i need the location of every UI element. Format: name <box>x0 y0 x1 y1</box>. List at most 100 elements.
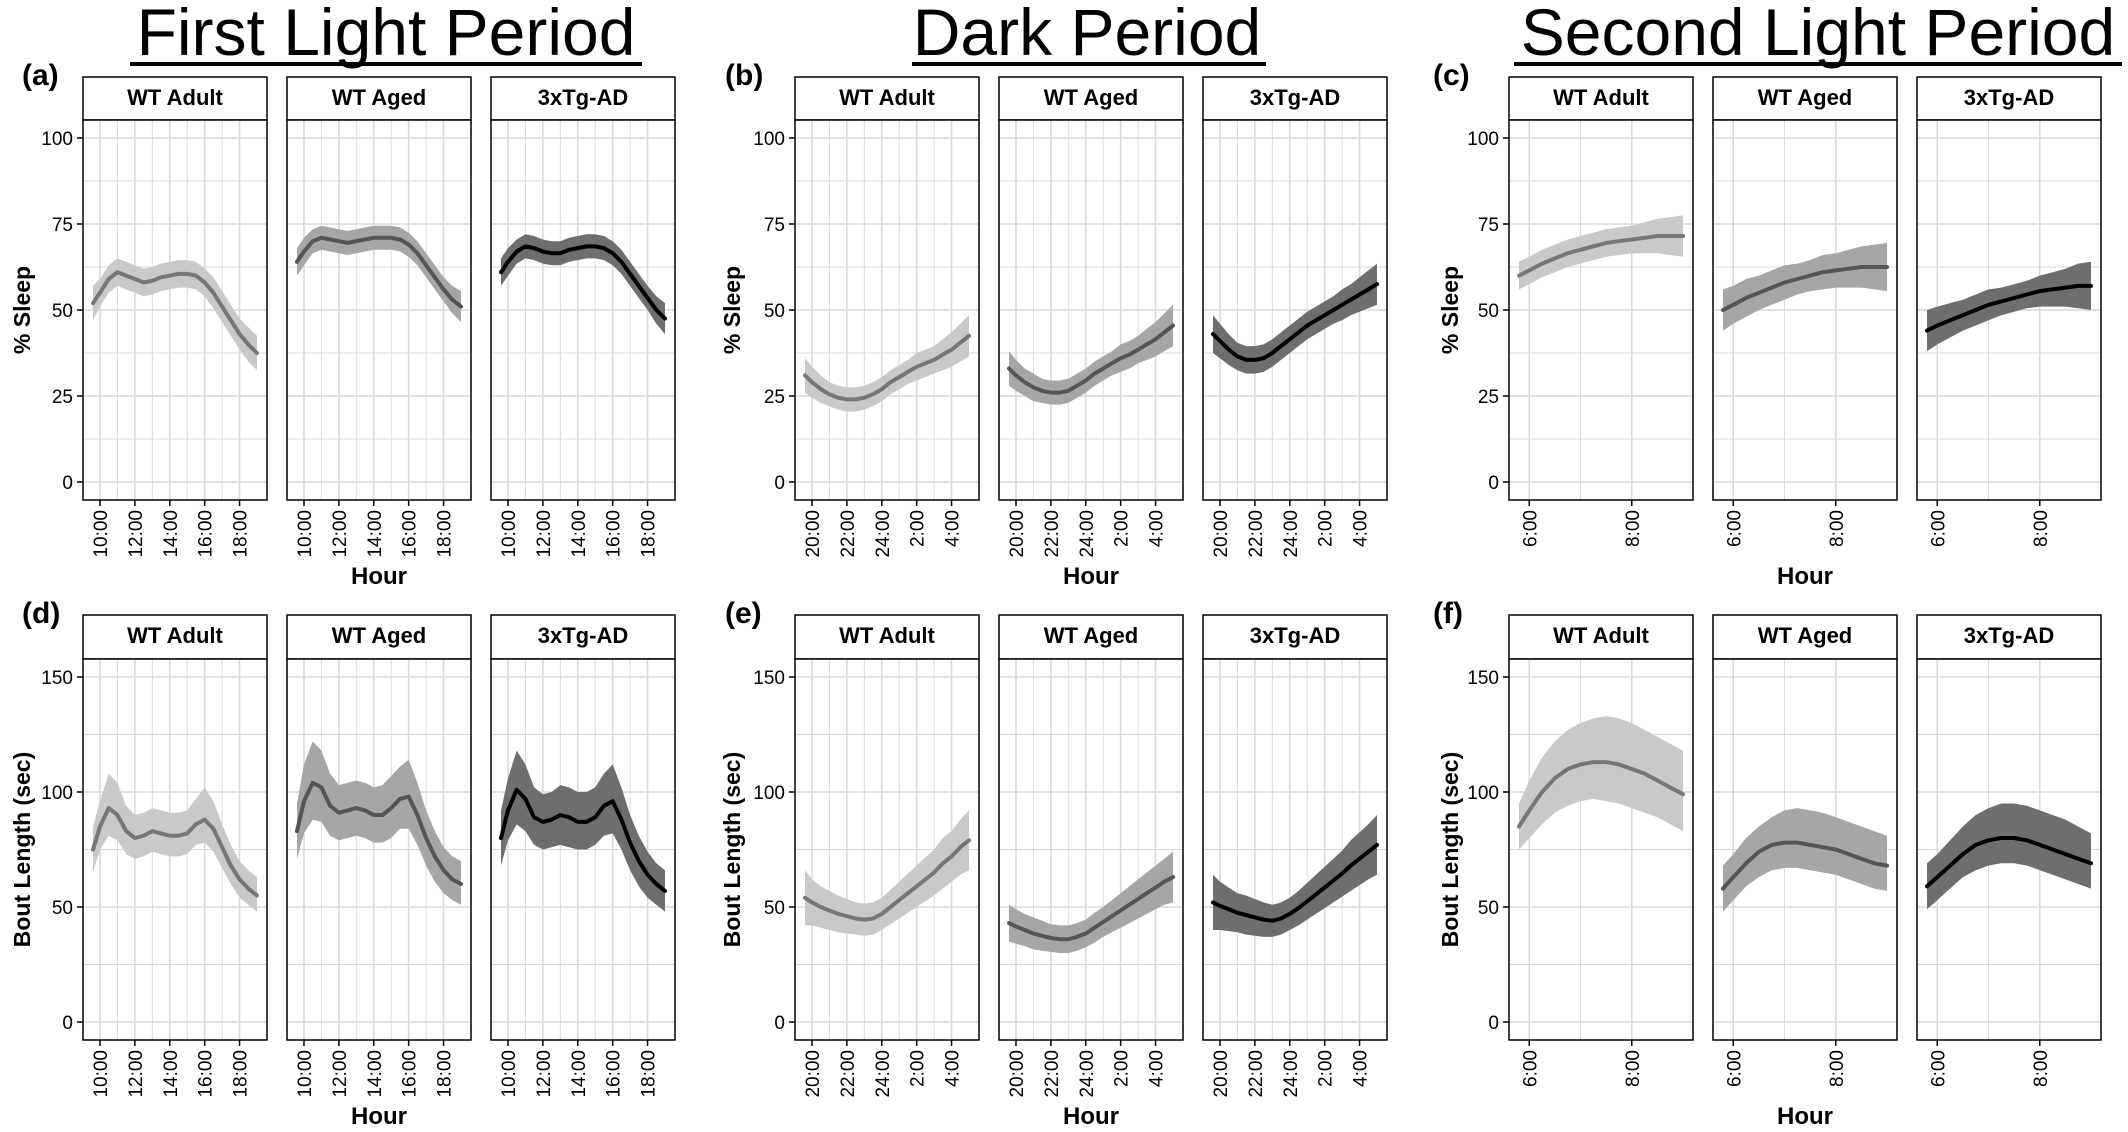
x-tick-label: 4:00 <box>1351 510 1372 547</box>
x-tick-label: 12:00 <box>534 510 555 558</box>
facet-strip <box>1712 614 1898 660</box>
x-tick-label: 24:00 <box>1281 1050 1302 1098</box>
y-tick-label: 50 <box>764 898 785 919</box>
panel-label: (a) <box>22 59 59 92</box>
series-line-3xtg-ad <box>1211 842 1379 923</box>
panels: (a) % Sleep Hour 0 25 50 75 100 WT Adult 10:00 12:… <box>9 59 2102 1130</box>
x-tick-label: 18:00 <box>435 510 456 558</box>
series-line-3xtg-ad <box>1925 283 2093 333</box>
facet-strip-label: WT Aged <box>332 623 427 648</box>
panel-b: (b) % Sleep Hour 0 25 50 75 100 WT Adult 20:00 22:… <box>719 59 1388 590</box>
x-tick-label: 4:00 <box>1147 510 1168 547</box>
y-tick-label: 100 <box>753 129 785 150</box>
x-tick-label: 10:00 <box>295 1050 316 1098</box>
series-line-wt-aged <box>295 780 463 886</box>
x-tick-label: 10:00 <box>91 510 112 558</box>
confidence-band-wt-aged <box>297 225 461 322</box>
facet-strip <box>286 76 472 121</box>
facet-strip-label: WT Adult <box>1553 85 1649 110</box>
x-tick-label: 20:00 <box>1007 510 1028 558</box>
plot-frame <box>1202 658 1388 1041</box>
plot-frame <box>490 119 676 501</box>
x-tick-label: 22:00 <box>1246 510 1267 558</box>
x-tick-label: 14:00 <box>569 1050 590 1098</box>
y-axis-label: % Sleep <box>719 266 745 354</box>
x-tick-label: 24:00 <box>1077 1050 1098 1098</box>
y-tick-label: 75 <box>52 215 73 236</box>
y-tick-label: 25 <box>764 387 785 408</box>
y-tick-label: 100 <box>1467 129 1499 150</box>
x-tick-label: 2:00 <box>1112 510 1133 547</box>
x-tick-label: 24:00 <box>1281 510 1302 558</box>
x-axis-label: Hour <box>1063 563 1119 590</box>
series-line-3xtg-ad <box>1925 836 2093 889</box>
y-tick-label: 150 <box>41 668 73 689</box>
y-tick-label: 150 <box>753 668 785 689</box>
y-tick-label: 100 <box>1467 783 1499 804</box>
x-tick-label: 8:00 <box>1623 1050 1644 1087</box>
x-tick-label: 2:00 <box>1112 1050 1133 1087</box>
x-tick-label: 20:00 <box>1007 1050 1028 1098</box>
panel-c: (c) % Sleep Hour 0 25 50 75 100 WT Adult 6:00 8:00… <box>1433 59 2102 590</box>
y-axis-label: Bout Length (sec) <box>1437 752 1463 948</box>
x-tick-label: 22:00 <box>1042 1050 1063 1098</box>
x-tick-label: 10:00 <box>499 510 520 558</box>
x-tick-label: 16:00 <box>604 1050 625 1098</box>
y-tick-label: 25 <box>1478 387 1499 408</box>
confidence-band-wt-adult <box>1519 215 1683 290</box>
x-tick-label: 4:00 <box>943 1050 964 1087</box>
x-tick-label: 24:00 <box>873 1050 894 1098</box>
facet-strip <box>1916 76 2102 121</box>
series-line-3xtg-ad <box>1211 282 1379 362</box>
confidence-band-3xtg-ad <box>1927 803 2091 910</box>
facet-strip <box>1916 614 2102 660</box>
series-line-wt-adult <box>1517 234 1685 278</box>
facet-strip-label: 3xTg-AD <box>1250 85 1340 110</box>
x-tick-label: 24:00 <box>1077 510 1098 558</box>
plot-frame <box>1712 119 1898 501</box>
plot-frame <box>82 658 268 1041</box>
y-tick-label: 100 <box>41 129 73 150</box>
facet-strip-label: WT Aged <box>332 85 427 110</box>
confidence-band-wt-aged <box>1723 242 1887 331</box>
y-tick-label: 50 <box>1478 898 1499 919</box>
x-tick-label: 14:00 <box>365 510 386 558</box>
x-tick-label: 12:00 <box>126 1050 147 1098</box>
x-tick-label: 16:00 <box>604 510 625 558</box>
facet-strip-label: 3xTg-AD <box>1964 85 2054 110</box>
confidence-band-3xtg-ad <box>1213 263 1377 374</box>
x-tick-label: 22:00 <box>1042 510 1063 558</box>
x-tick-label: 4:00 <box>1147 1050 1168 1087</box>
x-tick-label: 24:00 <box>873 510 894 558</box>
facet-strip-label: WT Aged <box>1758 623 1853 648</box>
x-tick-label: 4:00 <box>943 510 964 547</box>
y-tick-label: 75 <box>764 215 785 236</box>
series-line-3xtg-ad <box>499 787 667 893</box>
y-tick-label: 150 <box>1467 668 1499 689</box>
column-title-dark: Dark Period <box>913 0 1261 69</box>
x-tick-label: 22:00 <box>838 510 859 558</box>
x-tick-label: 14:00 <box>161 510 182 558</box>
facet-wt-aged: WT Aged 6:00 8:00 <box>1712 76 1898 547</box>
plot-frame <box>1916 658 2102 1041</box>
x-tick-label: 16:00 <box>196 1050 217 1098</box>
plot-frame <box>286 658 472 1041</box>
facet-strip-label: WT Adult <box>839 623 935 648</box>
y-tick-label: 0 <box>1488 1013 1499 1034</box>
facet-3xtg-ad: 3xTg-AD 10:00 12:00 14:00 16:00 18:00 <box>490 76 676 558</box>
facet-strip <box>82 76 268 121</box>
x-tick-label: 18:00 <box>231 1050 252 1098</box>
facet-strip-label: 3xTg-AD <box>538 85 628 110</box>
x-tick-label: 16:00 <box>400 1050 421 1098</box>
y-axis-label: % Sleep <box>9 266 35 354</box>
x-tick-label: 12:00 <box>126 510 147 558</box>
y-tick-label: 0 <box>1488 473 1499 494</box>
series-line-wt-adult <box>91 806 259 898</box>
facet-strip <box>82 614 268 660</box>
x-tick-label: 2:00 <box>1316 1050 1337 1087</box>
facet-3xtg-ad: 3xTg-AD 10:00 12:00 14:00 16:00 18:00 <box>490 614 676 1098</box>
column-title-first-light: First Light Period <box>137 0 636 69</box>
series-line-wt-aged <box>1721 265 1889 312</box>
plot-frame <box>1508 119 1694 501</box>
y-tick-label: 75 <box>1478 215 1499 236</box>
